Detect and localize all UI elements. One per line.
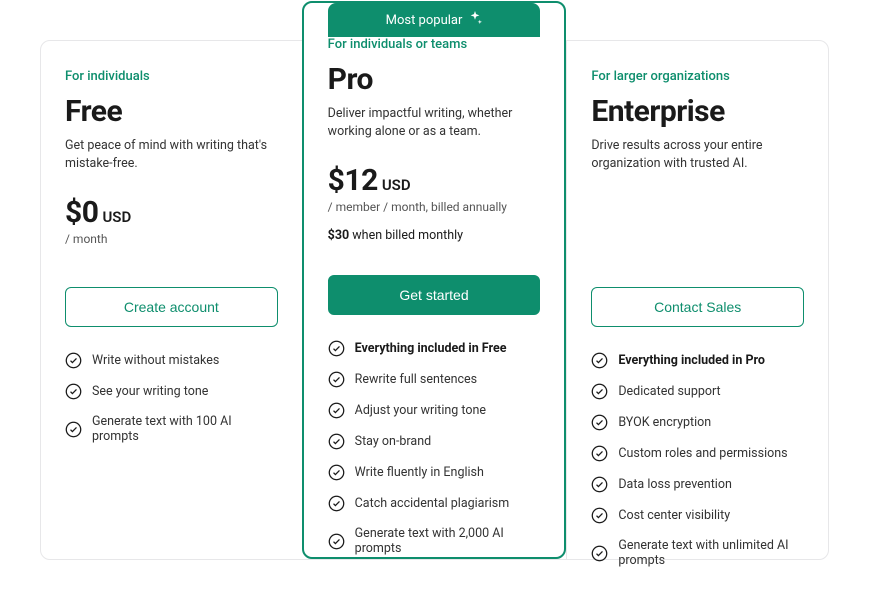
badge-label: Most popular [386, 13, 463, 28]
feature-item: Write without mistakes [65, 345, 278, 376]
plan-audience: For larger organizations [591, 69, 804, 84]
plan-free: For individuals Free Get peace of mind w… [41, 41, 302, 559]
check-icon [591, 507, 608, 524]
feature-item: Stay on-brand [328, 426, 541, 457]
feature-text: Data loss prevention [618, 477, 732, 492]
check-icon [65, 352, 82, 369]
feature-text: Cost center visibility [618, 508, 730, 523]
plan-description: Get peace of mind with writing that's mi… [65, 137, 278, 173]
feature-item: Custom roles and permissions [591, 438, 804, 469]
check-icon [591, 445, 608, 462]
check-icon [65, 383, 82, 400]
feature-text: Adjust your writing tone [355, 403, 486, 418]
price-period: / member / month, billed annually [328, 200, 541, 214]
plan-audience: For individuals [65, 69, 278, 84]
check-icon [328, 495, 345, 512]
plan-name: Enterprise [591, 94, 804, 129]
price-amount: $12 [328, 163, 378, 198]
feature-text: See your writing tone [92, 384, 208, 399]
check-icon [328, 464, 345, 481]
feature-list-enterprise: Everything included in Pro Dedicated sup… [591, 345, 804, 575]
feature-text: Everything included in Free [355, 341, 507, 356]
price-amount: $0 [65, 195, 98, 230]
feature-text: Generate text with 100 AI prompts [92, 414, 278, 444]
create-account-button[interactable]: Create account [65, 287, 278, 327]
sparkle-icon [468, 11, 482, 29]
feature-item: See your writing tone [65, 376, 278, 407]
price-currency: USD [382, 176, 411, 194]
feature-item: Write fluently in English [328, 457, 541, 488]
feature-item-lead: Everything included in Free [328, 333, 541, 364]
feature-item: Catch accidental plagiarism [328, 488, 541, 519]
monthly-tail: when billed monthly [349, 228, 463, 243]
contact-sales-button[interactable]: Contact Sales [591, 287, 804, 327]
feature-item: BYOK encryption [591, 407, 804, 438]
check-icon [591, 476, 608, 493]
feature-text: Write fluently in English [355, 465, 484, 480]
plan-audience: For individuals or teams [328, 37, 541, 52]
price-block-empty [591, 195, 804, 273]
plan-description: Deliver impactful writing, whether worki… [328, 105, 541, 141]
feature-item: Adjust your writing tone [328, 395, 541, 426]
feature-list-free: Write without mistakes See your writing … [65, 345, 278, 451]
price-period: / month [65, 232, 278, 246]
price-block: $12 USD / member / month, billed annuall… [328, 163, 541, 261]
feature-list-pro: Everything included in Free Rewrite full… [328, 333, 541, 563]
most-popular-badge: Most popular [328, 3, 541, 37]
feature-text: Catch accidental plagiarism [355, 496, 510, 511]
feature-item: Generate text with 100 AI prompts [65, 407, 278, 451]
feature-item: Generate text with unlimited AI prompts [591, 531, 804, 575]
feature-text: Generate text with unlimited AI prompts [618, 538, 804, 568]
feature-text: Rewrite full sentences [355, 372, 477, 387]
plan-name: Free [65, 94, 278, 129]
feature-item: Rewrite full sentences [328, 364, 541, 395]
check-icon [591, 545, 608, 562]
feature-text: Generate text with 2,000 AI prompts [355, 526, 541, 556]
feature-text: Stay on-brand [355, 434, 431, 449]
check-icon [328, 402, 345, 419]
feature-item: Dedicated support [591, 376, 804, 407]
feature-text: BYOK encryption [618, 415, 711, 430]
check-icon [591, 352, 608, 369]
plan-description: Drive results across your entire organiz… [591, 137, 804, 173]
pricing-table: For individuals Free Get peace of mind w… [40, 40, 829, 560]
check-icon [328, 533, 345, 550]
feature-item: Cost center visibility [591, 500, 804, 531]
check-icon [328, 340, 345, 357]
feature-item: Generate text with 2,000 AI prompts [328, 519, 541, 563]
feature-item-lead: Everything included in Pro [591, 345, 804, 376]
check-icon [591, 414, 608, 431]
get-started-button[interactable]: Get started [328, 275, 541, 315]
feature-item: Data loss prevention [591, 469, 804, 500]
feature-text: Write without mistakes [92, 353, 219, 368]
check-icon [328, 433, 345, 450]
check-icon [328, 371, 345, 388]
plan-pro: Most popular For individuals or teams Pr… [302, 1, 567, 559]
feature-text: Everything included in Pro [618, 353, 765, 368]
monthly-price: $30 [328, 228, 350, 243]
check-icon [591, 383, 608, 400]
feature-text: Custom roles and permissions [618, 446, 787, 461]
feature-text: Dedicated support [618, 384, 720, 399]
check-icon [65, 421, 82, 438]
monthly-price-note: $30 when billed monthly [328, 228, 541, 243]
plan-name: Pro [328, 62, 541, 97]
price-currency: USD [102, 208, 131, 226]
price-block: $0 USD / month [65, 195, 278, 273]
plan-enterprise: For larger organizations Enterprise Driv… [566, 41, 828, 559]
